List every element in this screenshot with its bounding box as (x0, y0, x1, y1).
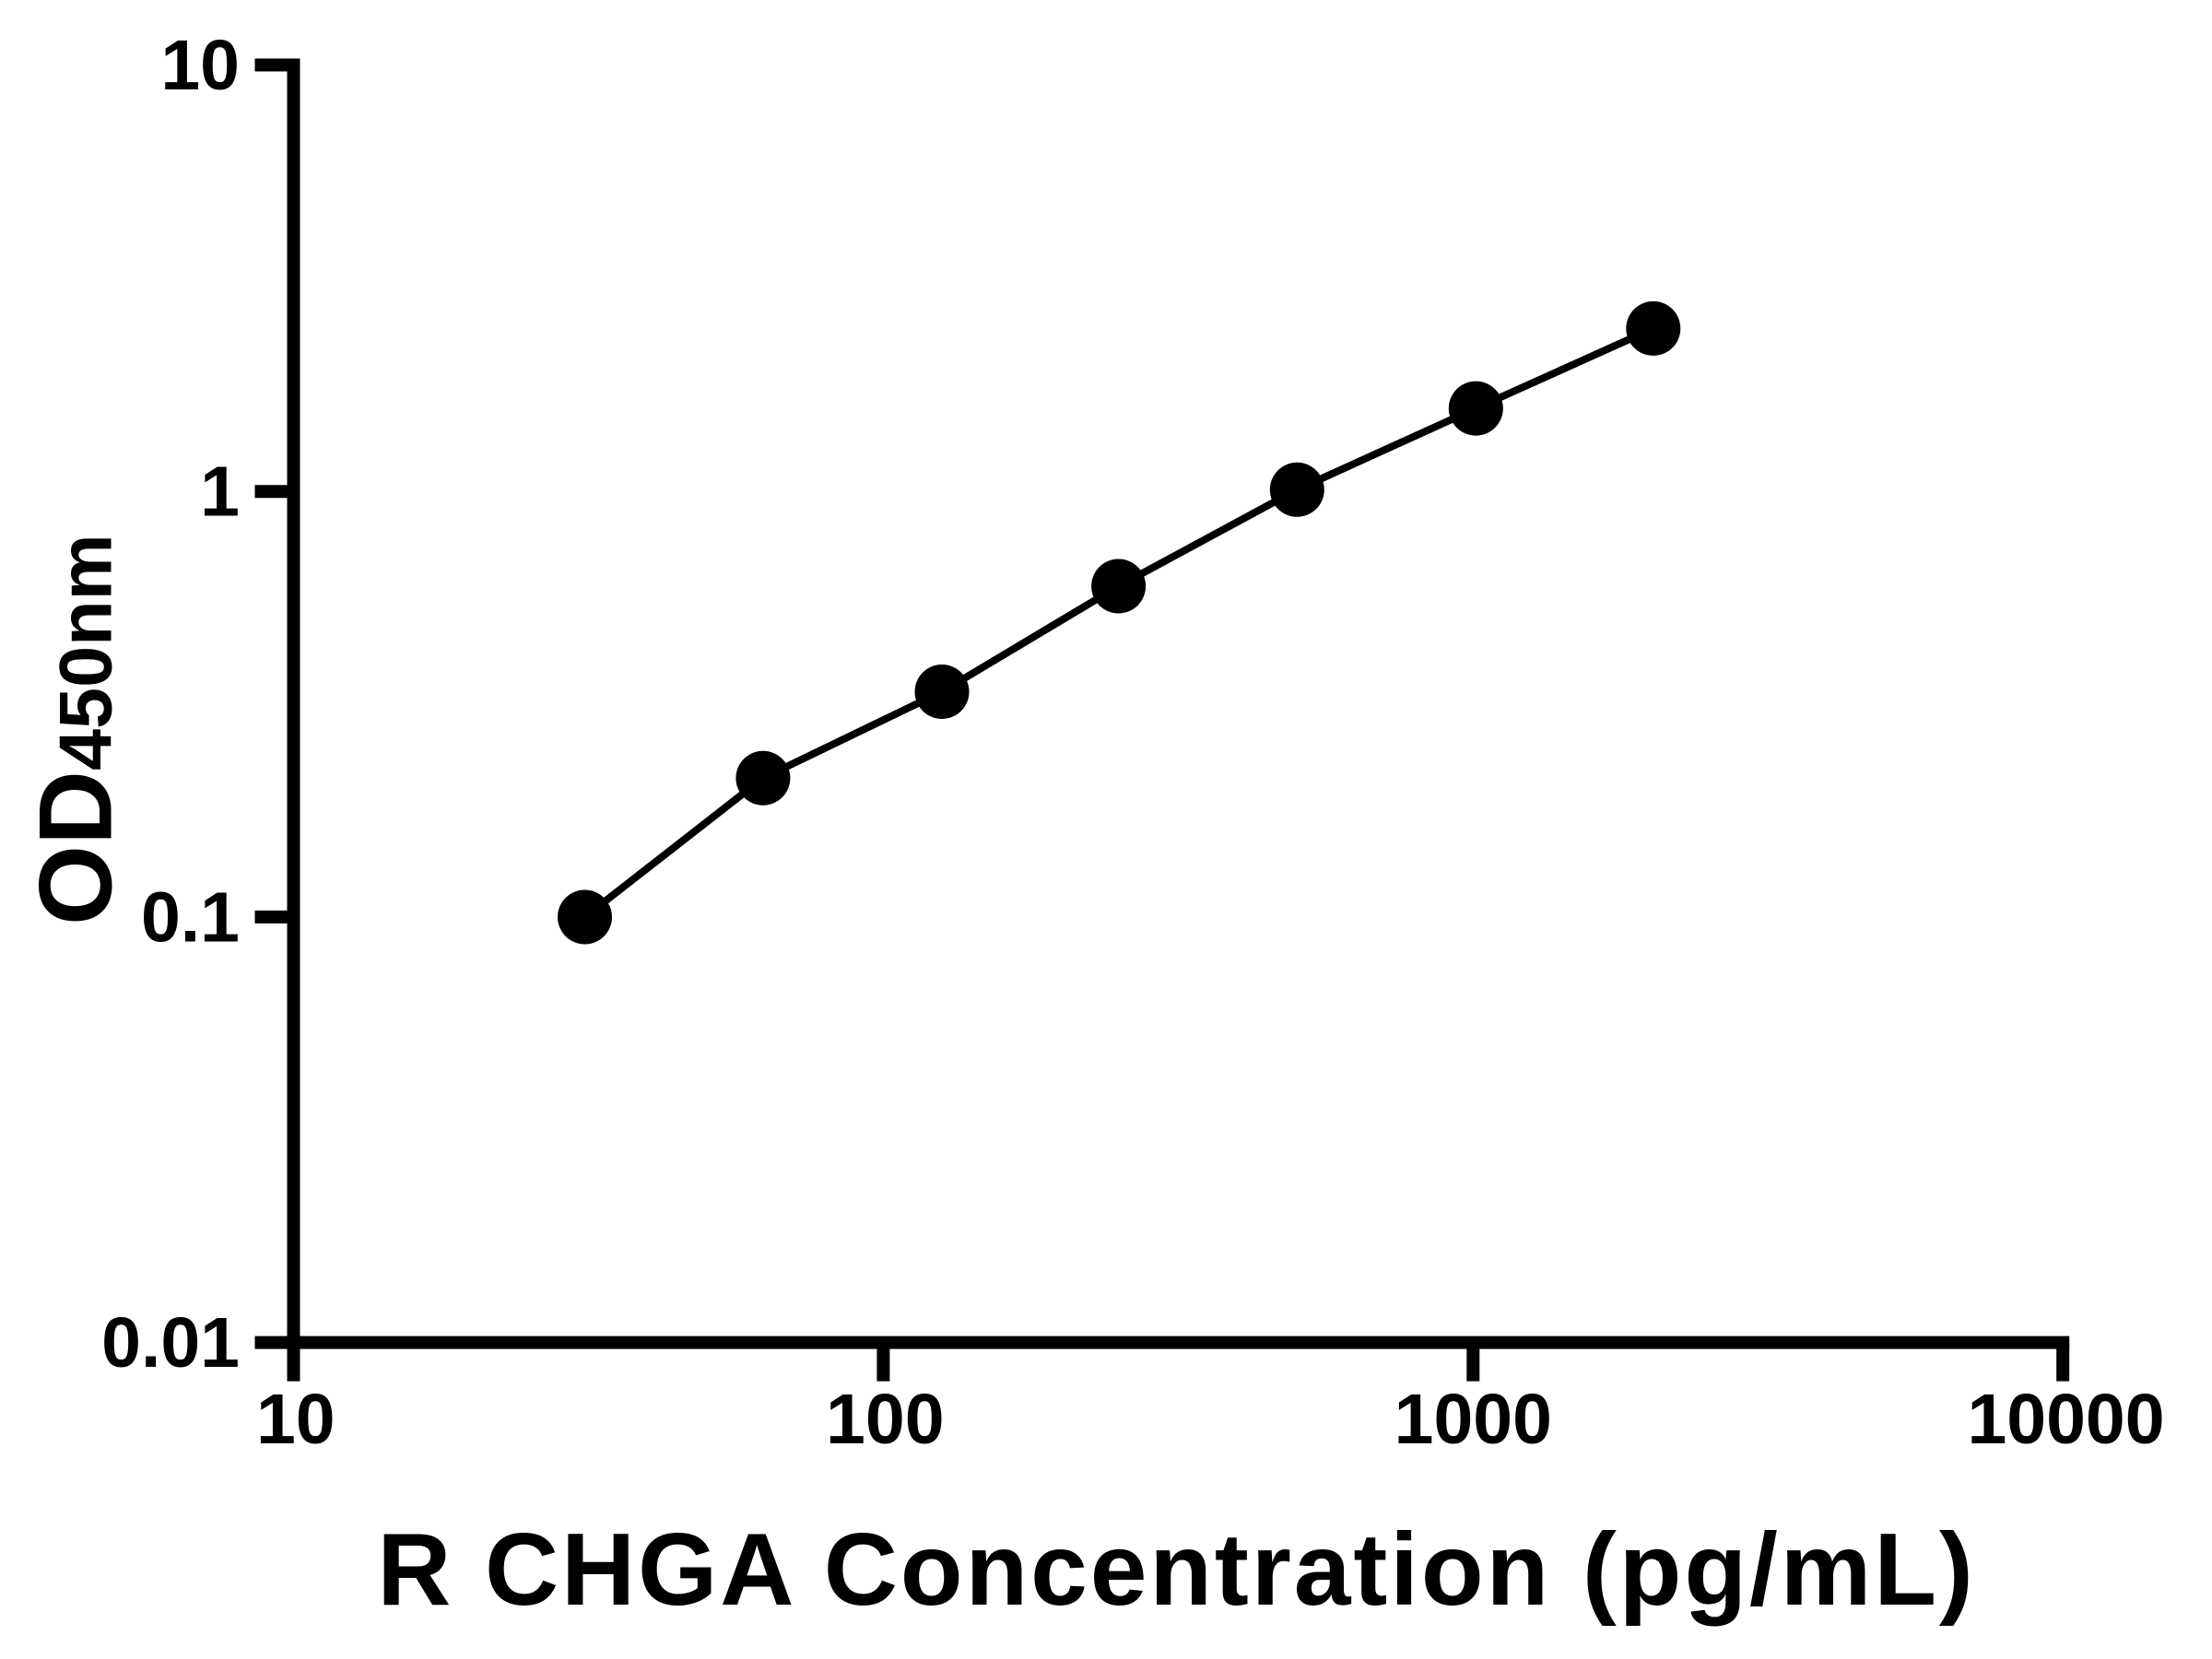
svg-text:100: 100 (826, 1380, 944, 1459)
svg-text:0.1: 0.1 (141, 877, 240, 957)
svg-text:10: 10 (256, 1380, 335, 1459)
svg-text:0.01: 0.01 (101, 1303, 240, 1382)
svg-text:10000: 10000 (1967, 1380, 2164, 1459)
svg-text:1: 1 (200, 453, 240, 532)
svg-text:R CHGA Concentration (pg/mL): R CHGA Concentration (pg/mL) (377, 1512, 1975, 1627)
svg-text:1000: 1000 (1394, 1380, 1552, 1459)
svg-text:10: 10 (160, 26, 240, 105)
